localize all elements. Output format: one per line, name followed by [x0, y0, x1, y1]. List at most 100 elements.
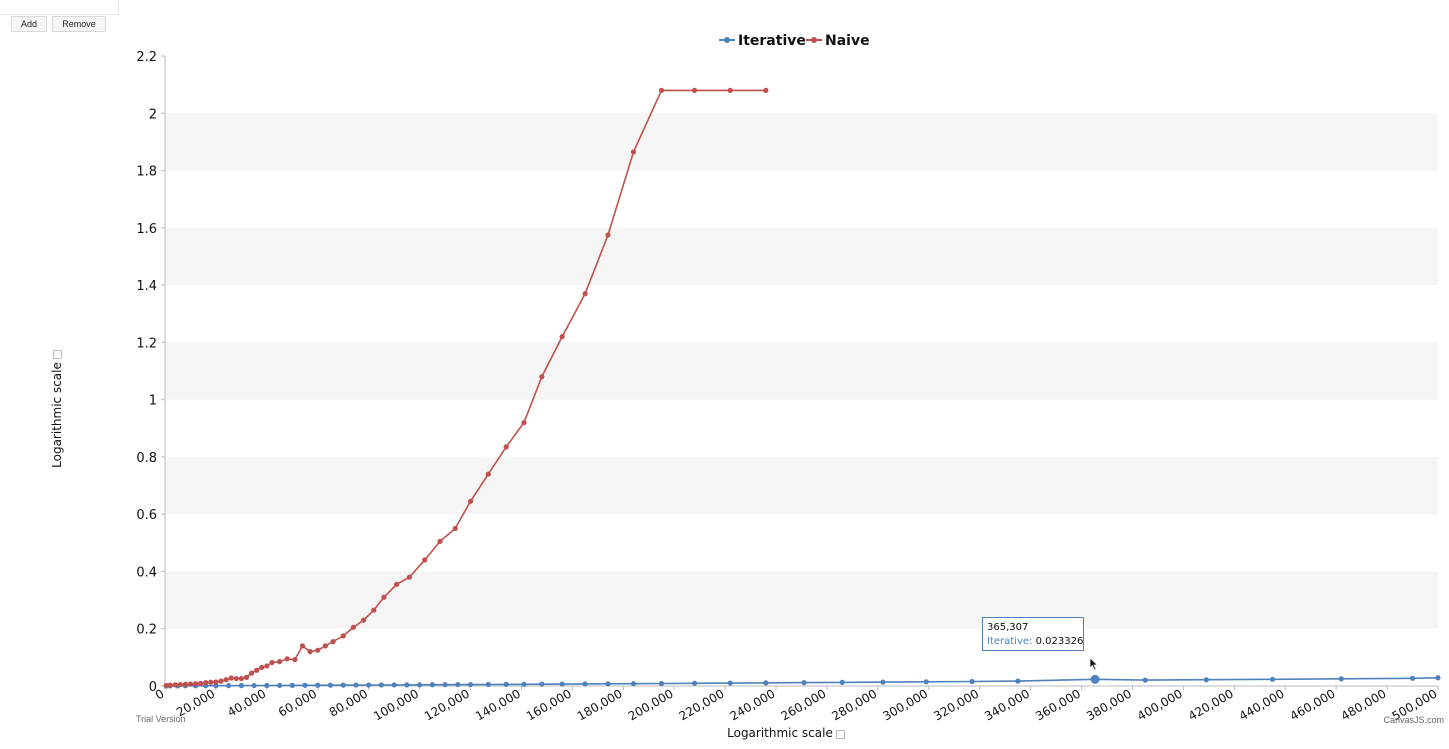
data-point[interactable]: [727, 680, 733, 686]
data-point[interactable]: [340, 633, 346, 639]
data-point[interactable]: [404, 682, 410, 688]
data-point[interactable]: [198, 680, 204, 687]
data-point[interactable]: [248, 670, 255, 676]
data-point[interactable]: [315, 647, 321, 653]
data-point[interactable]: [539, 374, 545, 380]
data-point[interactable]: [284, 656, 290, 662]
data-point[interactable]: [406, 574, 413, 580]
data-point[interactable]: [630, 681, 637, 687]
data-point[interactable]: [391, 682, 397, 688]
data-point[interactable]: [452, 525, 458, 532]
data-point[interactable]: [276, 659, 283, 665]
data-point[interactable]: [259, 664, 265, 670]
data-point[interactable]: [455, 682, 461, 688]
data-point[interactable]: [172, 682, 178, 688]
data-point[interactable]: [801, 680, 807, 686]
data-point[interactable]: [238, 682, 244, 689]
legend-item-iterative[interactable]: Iterative: [719, 33, 806, 49]
data-point[interactable]: [658, 680, 665, 687]
data-point[interactable]: [327, 682, 334, 688]
data-point[interactable]: [539, 681, 545, 687]
data-point[interactable]: [691, 87, 698, 93]
data-point[interactable]: [727, 87, 733, 93]
data-point[interactable]: [1269, 676, 1276, 682]
data-point[interactable]: [582, 291, 588, 297]
legend-item-naive[interactable]: Naive: [806, 33, 870, 49]
data-point[interactable]: [163, 682, 169, 689]
data-point[interactable]: [437, 538, 443, 544]
data-point[interactable]: [582, 681, 588, 687]
data-point[interactable]: [559, 334, 565, 340]
data-point[interactable]: [485, 471, 491, 477]
data-point[interactable]: [422, 557, 428, 563]
data-point[interactable]: [381, 594, 387, 600]
data-point[interactable]: [203, 679, 209, 686]
data-point[interactable]: [605, 681, 611, 687]
canvasjs-credit-link[interactable]: CanvasJS.com: [1383, 715, 1444, 725]
data-point[interactable]: [264, 682, 270, 689]
data-point[interactable]: [880, 679, 886, 685]
data-point[interactable]: [251, 682, 257, 689]
data-point[interactable]: [213, 679, 219, 685]
data-point[interactable]: [467, 498, 474, 504]
data-point[interactable]: [1409, 675, 1416, 681]
data-point[interactable]: [177, 681, 183, 688]
data-point[interactable]: [243, 674, 250, 681]
data-point[interactable]: [691, 680, 698, 686]
data-point[interactable]: [503, 681, 509, 687]
legend[interactable]: Iterative Naive: [719, 33, 870, 49]
data-point[interactable]: [1338, 676, 1344, 682]
data-point[interactable]: [292, 657, 298, 663]
data-point[interactable]: [521, 419, 527, 426]
data-point[interactable]: [763, 680, 769, 686]
data-point[interactable]: [630, 149, 637, 155]
data-point[interactable]: [233, 675, 239, 682]
data-point[interactable]: [213, 683, 219, 689]
data-point[interactable]: [366, 682, 372, 688]
data-point[interactable]: [218, 678, 224, 684]
data-point[interactable]: [605, 232, 611, 238]
data-point[interactable]: [350, 624, 357, 630]
data-point[interactable]: [559, 681, 565, 687]
data-point[interactable]: [276, 682, 283, 689]
data-point[interactable]: [923, 679, 929, 685]
remove-button[interactable]: Remove: [52, 16, 106, 32]
data-point[interactable]: [839, 679, 845, 685]
data-point[interactable]: [378, 682, 385, 688]
data-point[interactable]: [394, 581, 400, 587]
data-point[interactable]: [269, 659, 275, 666]
data-point[interactable]: [167, 682, 173, 688]
data-point[interactable]: [228, 675, 234, 681]
data-point[interactable]: [442, 682, 448, 688]
add-button[interactable]: Add: [11, 16, 47, 32]
data-point[interactable]: [192, 681, 199, 687]
data-point[interactable]: [467, 681, 474, 688]
data-point[interactable]: [302, 682, 308, 688]
data-point[interactable]: [658, 87, 665, 93]
data-point[interactable]: [289, 682, 295, 688]
data-point[interactable]: [223, 677, 229, 683]
data-point[interactable]: [226, 683, 232, 689]
data-point[interactable]: [1090, 674, 1100, 684]
top-input-field[interactable]: [0, 0, 119, 15]
data-point[interactable]: [969, 678, 975, 685]
data-point[interactable]: [254, 667, 260, 673]
data-point[interactable]: [208, 679, 214, 685]
data-point[interactable]: [187, 681, 194, 687]
y-log-scale-checkbox[interactable]: [53, 350, 62, 359]
data-point[interactable]: [299, 643, 306, 649]
data-point[interactable]: [322, 643, 328, 649]
data-point[interactable]: [264, 663, 270, 669]
data-point[interactable]: [238, 675, 244, 682]
data-point[interactable]: [763, 87, 769, 93]
data-point[interactable]: [485, 681, 491, 688]
data-point[interactable]: [1435, 675, 1441, 681]
data-point[interactable]: [1142, 677, 1148, 683]
data-point[interactable]: [360, 617, 367, 623]
data-point[interactable]: [417, 682, 423, 688]
data-point[interactable]: [182, 681, 188, 687]
data-point[interactable]: [340, 682, 346, 688]
data-point[interactable]: [307, 649, 313, 655]
data-point[interactable]: [353, 682, 359, 688]
data-point[interactable]: [503, 444, 509, 450]
